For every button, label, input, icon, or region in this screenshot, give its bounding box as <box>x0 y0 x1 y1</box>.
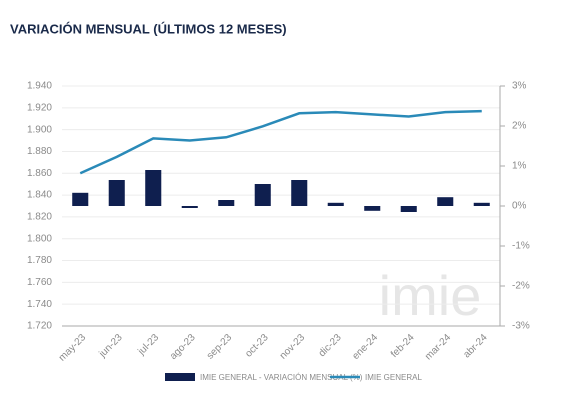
bar <box>400 206 417 212</box>
y-tick-label: 1.780 <box>27 255 52 266</box>
y-tick-label: 1.800 <box>27 233 52 244</box>
y2-tick-label: -3% <box>512 321 530 332</box>
legend-swatch <box>165 373 195 381</box>
bar <box>327 202 344 206</box>
x-tick-label: may-23 <box>57 332 89 364</box>
x-tick-label: nov-23 <box>278 332 308 362</box>
y-tick-label: 1.880 <box>27 146 52 157</box>
y2-tick-label: 3% <box>512 81 527 92</box>
bar <box>364 206 381 211</box>
y2-tick-label: -2% <box>512 281 530 292</box>
y-tick-label: 1.720 <box>27 321 52 332</box>
x-tick-label: jul-23 <box>135 332 161 358</box>
y-tick-label: 1.740 <box>27 299 52 310</box>
x-tick-label: sep-23 <box>205 332 235 362</box>
bar <box>473 202 490 206</box>
y-tick-label: 1.760 <box>27 277 52 288</box>
x-tick-label: ago-23 <box>168 332 198 362</box>
bar <box>72 192 89 206</box>
y-tick-label: 1.860 <box>27 168 52 179</box>
y-tick-label: 1.820 <box>27 212 52 223</box>
y2-tick-label: 2% <box>512 121 527 132</box>
x-tick-label: ene-24 <box>350 332 380 362</box>
y2-tick-label: 0% <box>512 201 527 212</box>
x-tick-label: feb-24 <box>389 332 417 360</box>
x-tick-label: mar-24 <box>423 332 453 362</box>
x-tick-label: dic-23 <box>317 332 344 359</box>
watermark: imie <box>379 264 482 327</box>
bar <box>254 184 271 206</box>
chart-title: VARIACIÓN MENSUAL (ÚLTIMOS 12 MESES) <box>10 21 287 36</box>
y-tick-label: 1.920 <box>27 102 52 113</box>
legend-label: IMIE GENERAL <box>365 373 422 382</box>
y2-tick-label: 1% <box>512 161 527 172</box>
x-tick-label: jun-23 <box>97 332 125 360</box>
bar <box>181 206 198 208</box>
bar <box>437 197 454 206</box>
legend-label: IMIE GENERAL - VARIACIÓN MENSUAL (%) <box>200 373 363 382</box>
x-tick-label: oct-23 <box>243 332 271 360</box>
bar <box>291 180 308 206</box>
x-tick-label: abr-24 <box>462 332 491 361</box>
y-tick-label: 1.940 <box>27 81 52 92</box>
line <box>79 109 482 175</box>
bar <box>218 200 235 206</box>
y-tick-label: 1.840 <box>27 190 52 201</box>
y-tick-label: 1.900 <box>27 124 52 135</box>
bar <box>108 180 125 206</box>
y2-tick-label: -1% <box>512 241 530 252</box>
bar <box>145 170 162 206</box>
